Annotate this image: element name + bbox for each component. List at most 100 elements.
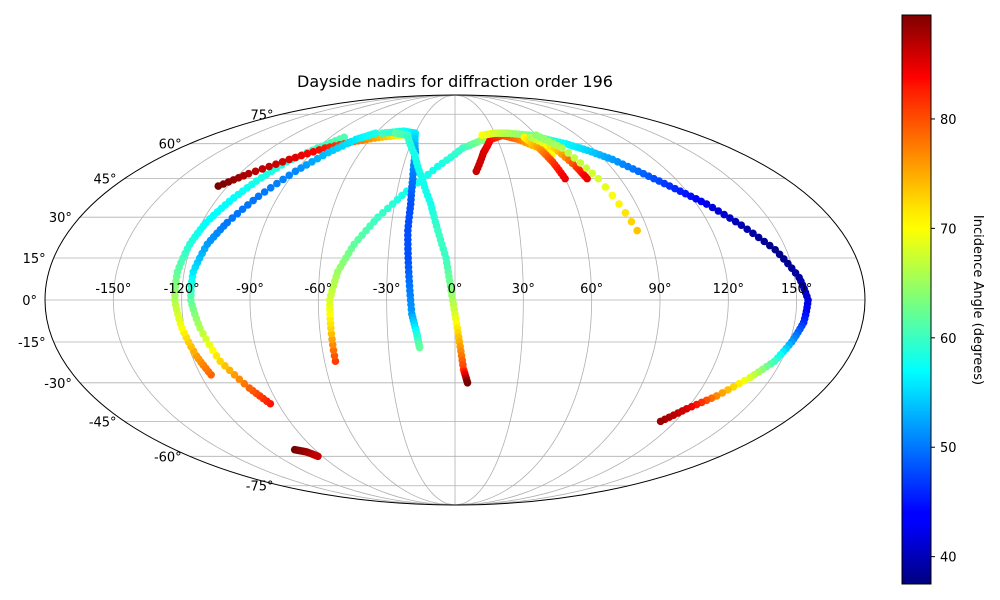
- latitude-tick-label: 0°: [22, 294, 37, 309]
- longitude-tick-label: 30°: [512, 282, 535, 297]
- data-point: [202, 335, 210, 343]
- latitude-tick-label: -60°: [154, 450, 182, 465]
- data-point: [238, 205, 247, 214]
- data-point: [615, 200, 623, 208]
- latitude-tick-label: 30°: [49, 211, 72, 226]
- data-point: [223, 218, 232, 227]
- data-point: [273, 179, 281, 188]
- data-point: [225, 366, 234, 375]
- data-point: [718, 389, 727, 397]
- longitude-tick-label: -60°: [304, 282, 332, 297]
- latitude-tick-label: 45°: [94, 173, 117, 188]
- data-point: [415, 343, 424, 352]
- colorbar-tick-label: 60: [940, 332, 957, 347]
- map-boundary: [44, 94, 866, 506]
- data-point: [561, 174, 569, 183]
- longitude-tick-labels: -150° -120° -90° -60° -30° 0° 30° 60° 90° 120° 150…: [95, 282, 812, 297]
- chart-title: Dayside nadirs for diffraction order 196: [297, 72, 613, 91]
- data-point: [754, 233, 763, 242]
- data-point: [221, 361, 229, 370]
- data-point: [374, 213, 382, 221]
- data-point: [576, 159, 585, 167]
- data-point: [327, 329, 336, 338]
- data-point: [254, 192, 263, 201]
- data-point: [291, 153, 300, 162]
- data-point: [735, 379, 743, 388]
- data-point: [627, 217, 636, 226]
- data-point: [588, 169, 597, 178]
- data-point: [233, 209, 242, 218]
- data-point: [729, 382, 738, 391]
- data-point: [235, 375, 244, 384]
- data-point: [309, 148, 318, 156]
- colorbar-tick-label: 70: [940, 222, 957, 237]
- latitude-tick-label: 75°: [250, 108, 273, 123]
- latitude-tick-label: -75°: [246, 480, 274, 495]
- data-point: [230, 370, 239, 379]
- colorbar-tick-label: 80: [940, 113, 957, 128]
- data-point: [708, 203, 717, 212]
- data-point: [383, 204, 392, 213]
- data-point: [240, 379, 249, 388]
- longitude-tick-label: -30°: [373, 282, 401, 297]
- data-point: [315, 146, 324, 154]
- longitude-tick-label: -150°: [95, 282, 131, 297]
- colorbar-tick-label: 40: [940, 551, 957, 566]
- data-point: [608, 191, 617, 200]
- data-point: [314, 452, 322, 461]
- data-point: [245, 384, 254, 392]
- data-point: [564, 149, 573, 157]
- data-point: [379, 208, 387, 217]
- data-point: [328, 335, 336, 343]
- latitude-tick-label: 15°: [23, 252, 46, 267]
- data-point: [633, 226, 641, 235]
- data-point: [760, 237, 769, 246]
- data-point: [583, 174, 591, 183]
- data-point: [570, 154, 579, 162]
- longitude-tick-label: 150°: [781, 282, 812, 297]
- data-point: [724, 386, 732, 394]
- data-point: [328, 340, 337, 349]
- data-point: [746, 373, 755, 382]
- data-point: [266, 183, 275, 192]
- data-point: [216, 357, 225, 366]
- data-point: [260, 188, 269, 196]
- data-point: [726, 214, 734, 222]
- data-point: [743, 225, 751, 234]
- latitude-tick-label: -30°: [44, 377, 72, 392]
- data-point: [582, 164, 591, 172]
- data-point: [731, 217, 740, 226]
- data-point: [285, 155, 293, 164]
- data-point: [265, 162, 273, 171]
- data-point: [278, 157, 287, 166]
- latitude-tick-labels: -75° -60° -45° -30° -15° 0° 15° 30° 45° 60° 75°: [18, 108, 274, 494]
- data-point: [297, 164, 305, 172]
- longitude-tick-label: 120°: [713, 282, 744, 297]
- data-point: [463, 379, 472, 387]
- data-point: [244, 201, 252, 209]
- data-point: [714, 207, 723, 215]
- data-point: [749, 229, 757, 238]
- colorbar-tick-label: 50: [940, 441, 957, 456]
- data-point: [340, 133, 348, 142]
- data-point: [302, 161, 311, 169]
- data-point: [740, 376, 749, 385]
- colorbar: 40 50 60 70 80 Incidence Angle (degrees): [901, 14, 985, 585]
- longitude-tick-label: 0°: [448, 282, 463, 297]
- data-point: [285, 171, 294, 180]
- data-point: [272, 160, 280, 168]
- latitude-tick-label: -15°: [18, 336, 46, 351]
- data-point: [601, 183, 610, 191]
- latitude-tick-label: 60°: [159, 138, 182, 153]
- data-point: [621, 208, 630, 217]
- data-point: [228, 214, 237, 222]
- longitude-tick-label: -90°: [236, 282, 264, 297]
- colorbar-ticks: 40 50 60 70 80: [931, 113, 957, 566]
- data-point: [297, 151, 306, 160]
- data-point: [209, 346, 217, 355]
- data-point: [291, 167, 300, 176]
- longitude-tick-label: -120°: [164, 282, 200, 297]
- data-point: [371, 129, 380, 137]
- data-point: [279, 175, 287, 184]
